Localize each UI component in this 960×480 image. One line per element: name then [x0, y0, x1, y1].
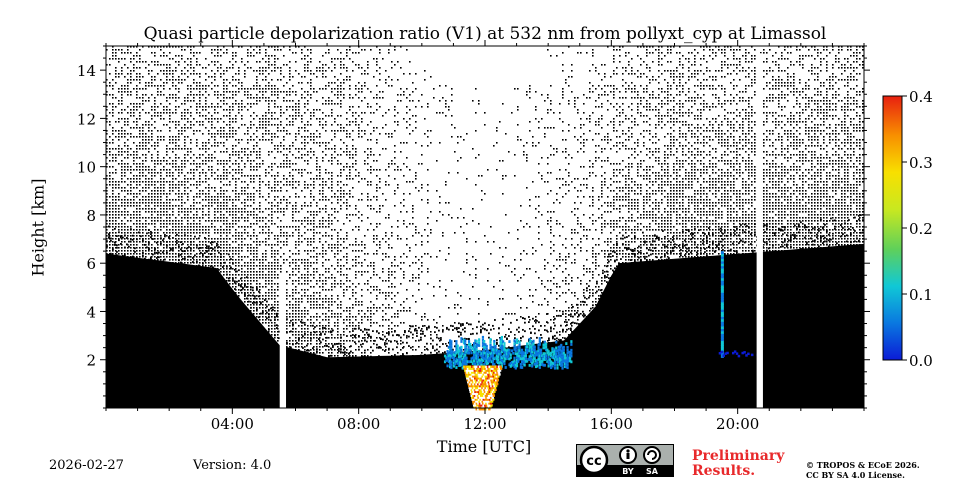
footer-version: Version: 4.0	[193, 458, 272, 473]
x-tick-label: 08:00	[337, 415, 380, 433]
y-tick-label: 6	[86, 255, 96, 273]
x-tick-label: 16:00	[590, 415, 633, 433]
sa-text: SA	[646, 467, 659, 476]
y-axis-label: Height [km]	[28, 178, 48, 277]
cloud-plume	[463, 365, 503, 411]
x-axis-label: Time [UTC]	[436, 437, 532, 456]
colorbar-tick-label: 0.1	[909, 286, 933, 304]
x-tick-label: 12:00	[463, 415, 506, 433]
copyright-line-2: CC BY SA 4.0 License.	[806, 470, 905, 480]
data-gap-2	[756, 53, 763, 409]
data-gap-1	[279, 272, 287, 408]
copyright-notice: © TROPOS & ECoE 2026. CC BY SA 4.0 Licen…	[806, 460, 920, 480]
axes: 04:00 08:00 12:00 16:00 20:00 2 4 6 8 10 12 14	[77, 40, 870, 433]
colorbar-tick-label: 0.4	[909, 88, 933, 106]
colorbar-tick-label: 0.0	[909, 352, 933, 370]
x-tick-label: 20:00	[716, 415, 759, 433]
preliminary-line-1: Preliminary	[692, 448, 785, 464]
y-tick-label: 8	[86, 207, 96, 225]
cc-text: cc	[586, 454, 601, 469]
colorbar-gradient	[882, 95, 903, 361]
preliminary-line-2: Results.	[692, 463, 756, 479]
y-tick-label: 2	[86, 352, 96, 370]
chart-title: Quasi particle depolarization ratio (V1)…	[143, 24, 827, 44]
preliminary-notice: Preliminary Results.	[692, 449, 784, 479]
colorbar-tick-label: 0.3	[909, 154, 933, 172]
aerosol-layer	[443, 335, 573, 370]
cc-license-icon: cc BY SA	[577, 445, 673, 476]
floor-edge-speckle	[106, 214, 864, 359]
colorbar: 0.0 0.1 0.2 0.3 0.4	[882, 88, 933, 370]
cc-license-badge: cc BY SA	[576, 444, 674, 477]
colorbar-tick-label: 0.2	[909, 220, 933, 238]
y-tick-label: 10	[77, 159, 96, 177]
cirrus-streak	[718, 251, 760, 358]
y-tick-label: 14	[77, 62, 96, 80]
copyright-line-1: © TROPOS & ECoE 2026.	[806, 460, 920, 470]
heatmap-area	[106, 46, 864, 411]
no-signal-region	[106, 243, 864, 408]
by-text: BY	[622, 467, 634, 476]
y-tick-label: 12	[77, 110, 96, 128]
y-tick-label: 4	[86, 303, 96, 321]
footer-date: 2026-02-27	[49, 458, 124, 473]
x-tick-label: 04:00	[211, 415, 254, 433]
